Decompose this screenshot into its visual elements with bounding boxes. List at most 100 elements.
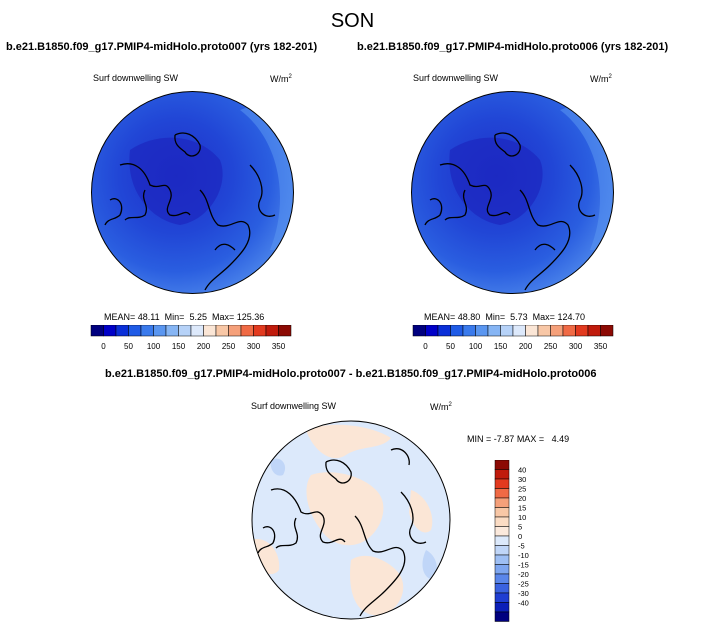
panel-1-colorbar-tick-label: 200: [197, 342, 211, 351]
panel-1-colorbar-tick-label: 250: [222, 342, 236, 351]
diff-colorbar-tick-label: 20: [518, 494, 526, 503]
diff-colorbar-tick-label: 30: [518, 475, 526, 484]
diff-colorbar-tick-label: -30: [518, 589, 529, 598]
panel-2-colorbar-swatch: [450, 325, 464, 337]
diff-colorbar-tick-label: 15: [518, 504, 526, 513]
panel-1-colorbar-swatch: [190, 325, 204, 337]
diff-colorbar-swatch: [494, 545, 510, 556]
panel-1-units: W/m2: [270, 74, 292, 84]
panel-2-colorbar-swatch: [500, 325, 514, 337]
diff-colorbar-tick-label: -20: [518, 570, 529, 579]
panel-2-colorbar-swatch: [550, 325, 564, 337]
diff-map-border: [251, 420, 451, 620]
page-title: SON: [330, 10, 375, 32]
diff-colorbar-swatch: [494, 516, 510, 527]
panel-1-colorbar-swatch: [128, 325, 142, 337]
diff-colorbar-swatch: [494, 602, 510, 613]
panel-1-title: b.e21.B1850.f09_g17.PMIP4-midHolo.proto0…: [6, 41, 318, 53]
panel-2-colorbar: 0 50 100 150 200 250 300 350: [412, 325, 614, 351]
diff-positive-regions: [252, 424, 433, 616]
diff-colorbar-swatch: [494, 592, 510, 603]
diff-panel-title: b.e21.B1850.f09_g17.PMIP4-midHolo.proto0…: [105, 368, 597, 380]
diff-colorbar-swatch: [494, 469, 510, 480]
diff-colorbar-swatch: [494, 497, 510, 508]
panel-2-colorbar-swatch: [462, 325, 476, 337]
panel-2-colorbar-tick-label: 50: [446, 342, 455, 351]
diff-colorbar-swatch: [494, 573, 510, 584]
panel-1-colorbar-swatch: [140, 325, 154, 337]
diff-colorbar-tick-label: -25: [518, 580, 529, 589]
panel-1-colorbar-swatch: [115, 325, 129, 337]
diff-coastlines: [257, 448, 427, 617]
panel-2-title: b.e21.B1850.f09_g17.PMIP4-midHolo.proto0…: [357, 41, 669, 53]
panel-2-map-border: [411, 91, 614, 294]
panel-2-colorbar-swatch: [587, 325, 601, 337]
panel-1-colorbar-swatch: [103, 325, 117, 337]
panel-2-coastlines: [424, 132, 596, 291]
panel-1-colorbar-swatch: [253, 325, 267, 337]
diff-colorbar-swatch: [494, 460, 510, 470]
panel-1-colorbar-swatch: [215, 325, 229, 337]
diff-colorbar-tick-label: 25: [518, 485, 526, 494]
panel-2-colorbar-tick-label: 250: [544, 342, 558, 351]
diff-colorbar-tick-label: 10: [518, 513, 526, 522]
diff-colorbar-tick-label: -10: [518, 551, 529, 560]
panel-2-stats: MEAN= 48.80 Min= 5.73 Max= 124.70: [424, 312, 585, 322]
panel-2-variable: Surf downwelling SW: [413, 73, 499, 83]
diff-colorbar-tick-label: -5: [518, 542, 525, 551]
panel-1-colorbar-swatch: [228, 325, 242, 337]
diff-colorbar-swatch: [494, 611, 510, 622]
diff-colorbar-swatch: [494, 554, 510, 565]
panel-2-colorbar-swatch: [512, 325, 526, 337]
panel-1-variable: Surf downwelling SW: [93, 73, 179, 83]
panel-2-colorbar-tick-label: 200: [519, 342, 533, 351]
diff-panel-variable: Surf downwelling SW: [251, 401, 337, 411]
panel-2-colorbar-swatch: [562, 325, 576, 337]
panel-1-colorbar-swatch: [265, 325, 279, 337]
panel-1-colorbar-tick-label: 150: [172, 342, 186, 351]
diff-colorbar-tick-label: 5: [518, 523, 522, 532]
panel-1-colorbar-swatch: [203, 325, 217, 337]
panel-2-low-region: [449, 137, 543, 225]
panel-2-units: W/m2: [590, 74, 612, 84]
diff-polar-map: [251, 420, 451, 620]
panel-1-colorbar: 0 50 100 150 200 250 300 350: [90, 325, 292, 351]
panel-1-colorbar-tick-label: 350: [272, 342, 286, 351]
panel-2-colorbar-swatch: [437, 325, 451, 337]
diff-colorbar-swatch: [494, 526, 510, 537]
panel-2-colorbar-swatch: [487, 325, 501, 337]
panel-2-colorbar-swatch: [425, 325, 439, 337]
panel-1-colorbar-tick-label: 0: [101, 342, 106, 351]
panel-1-colorbar-swatch: [165, 325, 179, 337]
panel-1-low-region: [129, 137, 223, 225]
panel-2-colorbar-swatch: [525, 325, 539, 337]
panel-1-colorbar-tick-label: 300: [247, 342, 261, 351]
panel-1-polar-map: [91, 91, 294, 294]
panel-1-colorbar-swatch: [153, 325, 167, 337]
diff-colorbar-swatch: [494, 564, 510, 575]
panel-1-map-border: [91, 91, 294, 294]
panel-2-polar-map: [411, 91, 614, 294]
diff-colorbar-swatch: [494, 488, 510, 499]
panel-1-colorbar-swatch: [178, 325, 192, 337]
diff-colorbar-swatch: [494, 507, 510, 518]
panel-2-colorbar-swatch: [475, 325, 489, 337]
panel-2-colorbar-tick-label: 350: [594, 342, 608, 351]
diff-colorbar-tick-label: -40: [518, 599, 529, 608]
diff-colorbar-swatch: [494, 583, 510, 594]
diff-colorbar-tick-label: 0: [518, 532, 522, 541]
panel-1-colorbar-tick-label: 100: [147, 342, 161, 351]
panel-1-colorbar-swatch: [278, 325, 292, 337]
panel-1-colorbar-swatch: [90, 325, 104, 337]
panel-2-colorbar-swatch: [412, 325, 426, 337]
panel-2-colorbar-tick-label: 150: [494, 342, 508, 351]
panel-2-colorbar-swatch: [575, 325, 589, 337]
panel-2-colorbar-swatch: [537, 325, 551, 337]
diff-colorbar-swatch: [494, 478, 510, 489]
diff-colorbar-tick-label: 40: [518, 466, 526, 475]
panel-1-colorbar-tick-label: 50: [124, 342, 133, 351]
panel-2-colorbar-tick-label: 100: [469, 342, 483, 351]
diff-colorbar-swatch: [494, 535, 510, 546]
